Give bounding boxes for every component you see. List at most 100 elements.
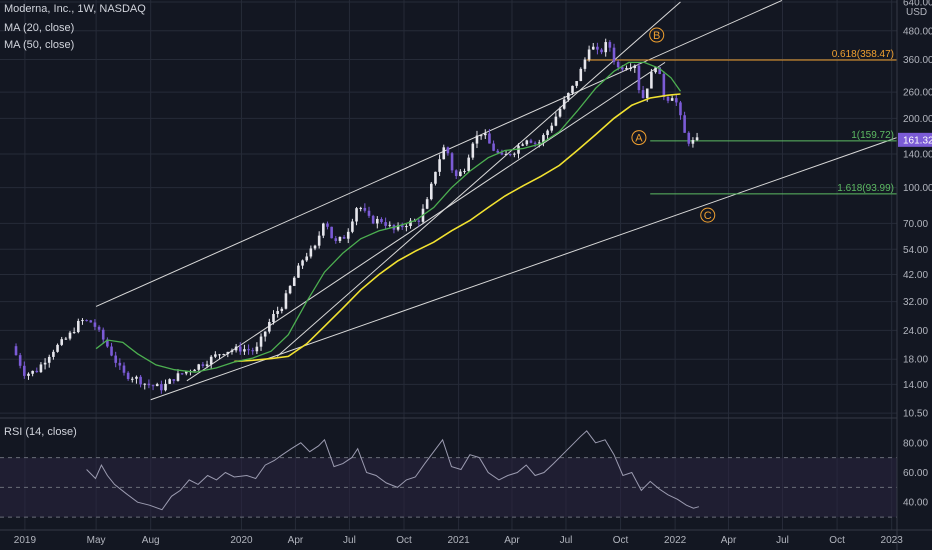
candle-body xyxy=(533,142,537,144)
candle-body xyxy=(338,236,342,241)
rsi-tick-label: 80.00 xyxy=(903,438,928,449)
candle-body xyxy=(637,65,641,91)
price-tick-label: 14.00 xyxy=(903,380,928,391)
candle-body xyxy=(371,215,375,224)
time-tick-label: Aug xyxy=(142,535,160,546)
candle-body xyxy=(475,135,479,144)
candle-body xyxy=(330,226,333,239)
legend-ma20[interactable]: MA (20, close) xyxy=(4,22,75,34)
candle-body xyxy=(326,223,329,227)
price-tick-label: 360.00 xyxy=(903,55,932,66)
candle-body xyxy=(126,372,130,380)
candle-body xyxy=(691,140,695,144)
candle-body xyxy=(405,226,408,228)
candle-body xyxy=(193,369,196,372)
candle-body xyxy=(537,142,541,144)
candle-body xyxy=(313,245,317,249)
wave-label: C xyxy=(704,210,712,222)
candle-body xyxy=(209,356,213,365)
candle-body xyxy=(425,199,429,209)
candle-body xyxy=(263,331,267,337)
candle-body xyxy=(376,218,379,224)
time-tick-label: 2019 xyxy=(14,535,37,546)
candle-body xyxy=(276,311,279,314)
time-tick-label: May xyxy=(87,535,106,546)
candle-body xyxy=(554,116,558,126)
time-tick-label: Jul xyxy=(343,535,356,546)
price-axis[interactable]: 10.50 14.00 18.00 24.00 32.00 42.00 54.00 70.00… xyxy=(903,0,932,420)
candle-body xyxy=(214,354,217,357)
candle-body xyxy=(180,373,184,375)
price-tick-label: 70.00 xyxy=(903,219,928,230)
candle-body xyxy=(118,362,122,366)
candle-body xyxy=(309,248,313,257)
candle-body xyxy=(670,98,674,101)
last-price-value: 161.32 xyxy=(903,135,932,146)
candle-body xyxy=(467,157,470,172)
candle-body xyxy=(342,236,346,239)
candle-body xyxy=(604,42,608,53)
candle-body xyxy=(68,332,72,339)
time-tick-label: Oct xyxy=(396,535,412,546)
candle-body xyxy=(675,98,678,103)
candle-body xyxy=(380,218,383,223)
time-tick-label: 2020 xyxy=(230,535,253,546)
rsi-tick-label: 60.00 xyxy=(903,468,928,479)
legend-rsi[interactable]: RSI (14, close) xyxy=(4,426,77,438)
time-tick-label: Apr xyxy=(504,535,520,546)
chart-title: Moderna, Inc., 1W, NASDAQ xyxy=(4,3,146,15)
candle-body xyxy=(218,354,221,356)
candle-body xyxy=(542,135,545,143)
candle-body xyxy=(101,329,105,340)
candle-body xyxy=(238,346,242,352)
candle-body xyxy=(93,322,97,327)
candle-body xyxy=(64,338,68,340)
candle-body xyxy=(571,85,574,93)
candle-body xyxy=(442,147,446,160)
candle-body xyxy=(500,152,504,155)
rsi-tick-label: 40.00 xyxy=(903,498,928,509)
wave-labels: A B C xyxy=(631,27,716,223)
time-tick-label: Jul xyxy=(776,535,789,546)
time-tick-label: Oct xyxy=(829,535,845,546)
candle-body xyxy=(176,373,180,381)
candle-body xyxy=(666,97,670,101)
candle-body xyxy=(31,370,34,374)
candle-body xyxy=(388,224,392,226)
candle-body xyxy=(629,68,632,70)
rsi-axis[interactable]: 40.00 60.00 80.00 xyxy=(903,438,928,508)
price-tick-label: 18.00 xyxy=(903,355,928,366)
time-axis[interactable]: 2019 May Aug 2020 Apr Jul Oct 2021 Apr Jul Oct 2022… xyxy=(14,535,903,546)
candle-body xyxy=(450,153,454,171)
candle-body xyxy=(625,68,628,70)
candle-body xyxy=(27,373,30,376)
candle-body xyxy=(687,132,691,144)
candle-body xyxy=(297,265,300,278)
candle-body xyxy=(612,47,616,62)
candle-body xyxy=(562,99,566,109)
candle-body xyxy=(596,46,599,50)
candle-body xyxy=(587,49,591,60)
candle-body xyxy=(521,144,524,146)
candle-body xyxy=(255,346,259,352)
candle-body xyxy=(621,67,624,70)
candle-body xyxy=(259,336,263,347)
candle-body xyxy=(151,385,155,387)
candle-body xyxy=(641,90,645,99)
candle-body xyxy=(243,349,246,352)
candle-body xyxy=(575,81,578,86)
wave-label: B xyxy=(653,30,660,42)
ma50-line xyxy=(234,93,681,363)
candle-body xyxy=(396,225,400,230)
candle-body xyxy=(695,137,699,141)
candle-body xyxy=(525,140,529,145)
fib-label: 1(159.72) xyxy=(851,130,894,141)
wave-circle xyxy=(631,130,647,146)
wave-circle xyxy=(649,27,665,43)
candle-body xyxy=(496,150,500,153)
candle-body xyxy=(591,46,595,50)
legend-ma50[interactable]: MA (50, close) xyxy=(4,39,75,51)
candle-body xyxy=(679,102,682,116)
candle-body xyxy=(184,371,188,374)
